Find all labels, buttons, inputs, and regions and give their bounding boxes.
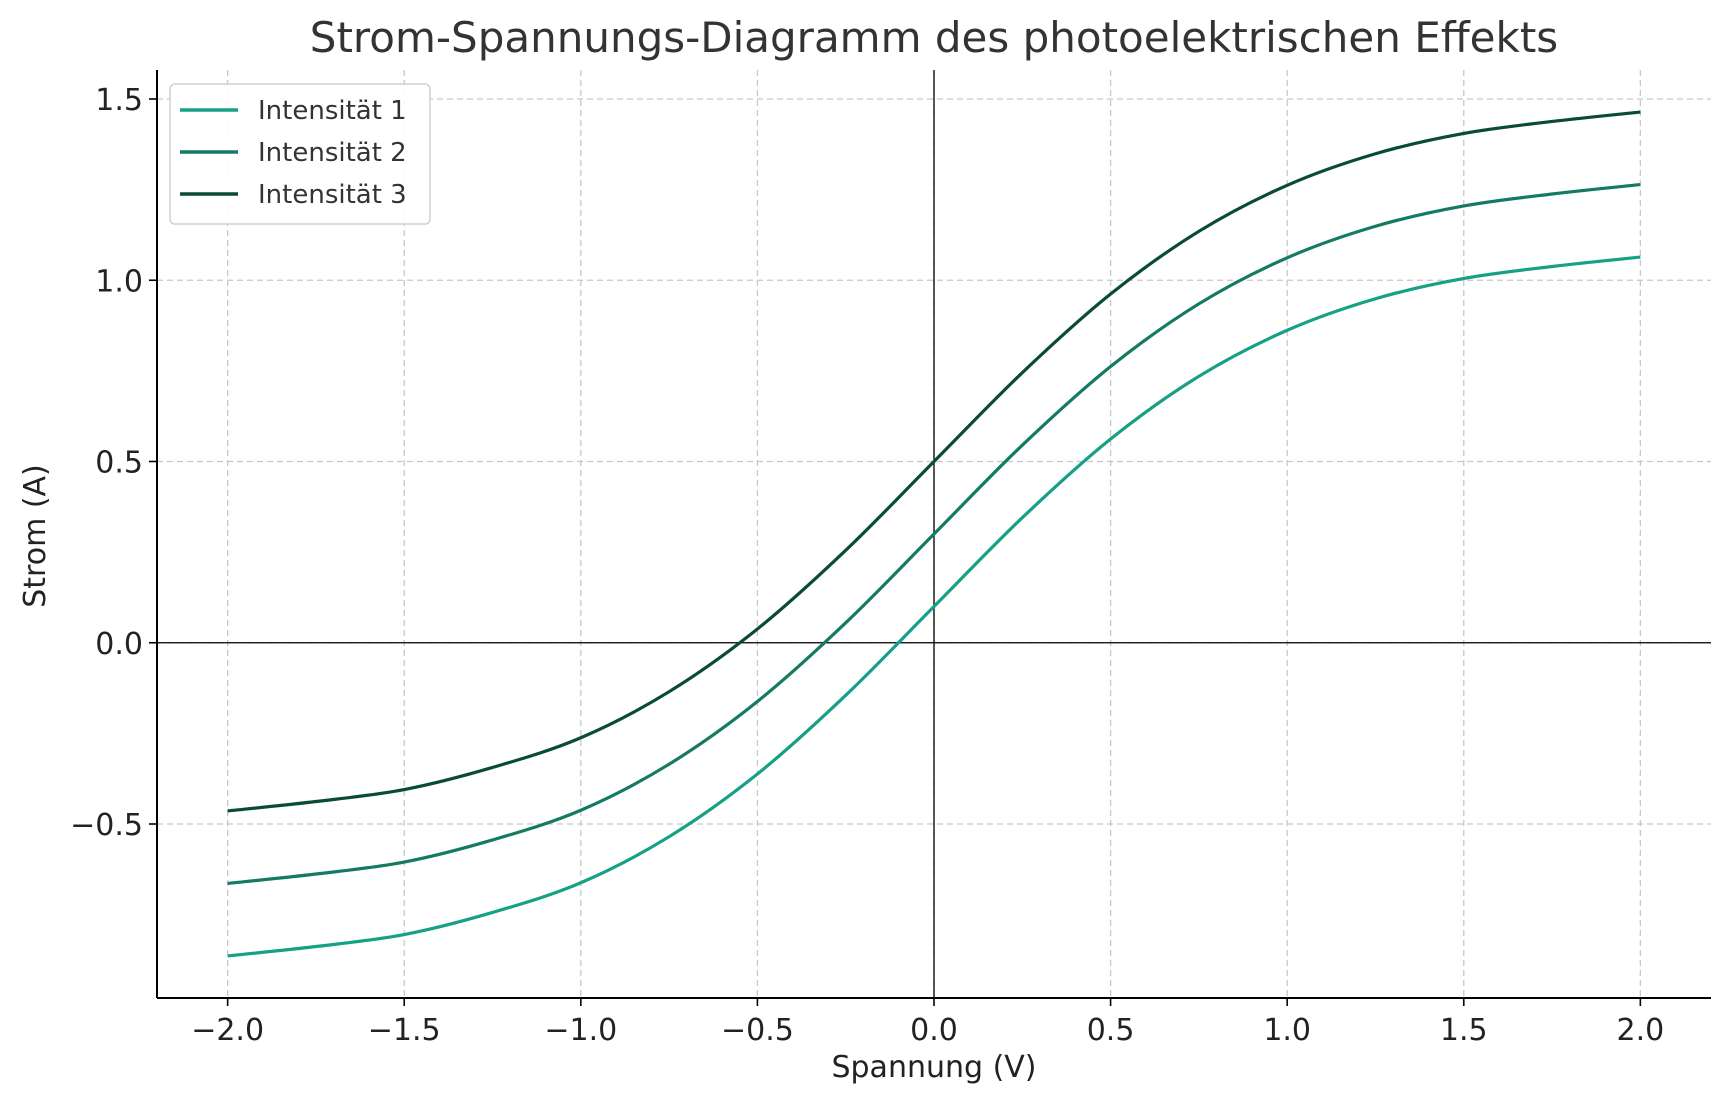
tick-layer: −2.0 −1.5 −1.0 −0.5 0.0 0.5 1.0 1.5 2.0 −0.5 0.0 0.… bbox=[70, 83, 1664, 1048]
legend-label: Intensität 2 bbox=[258, 138, 407, 168]
x-tick-label: 0.5 bbox=[1087, 1013, 1135, 1048]
y-tick-label: 1.0 bbox=[95, 264, 143, 299]
legend-label: Intensität 3 bbox=[258, 180, 407, 210]
legend-label: Intensität 1 bbox=[258, 96, 407, 126]
x-axis-label: Spannung (V) bbox=[831, 1050, 1036, 1085]
chart-title: Strom-Spannungs-Diagramm des photoelektr… bbox=[310, 13, 1558, 62]
x-tick-label: 0.0 bbox=[910, 1013, 958, 1048]
x-tick-label: 2.0 bbox=[1617, 1013, 1665, 1048]
x-tick-label: 1.5 bbox=[1440, 1013, 1488, 1048]
y-tick-label: 0.5 bbox=[95, 446, 143, 481]
x-tick-label: 1.0 bbox=[1263, 1013, 1311, 1048]
series-line-intensitaet-1 bbox=[227, 255, 1641, 958]
legend: Intensität 1 Intensität 2 Intensität 3 bbox=[169, 83, 431, 225]
y-tick-label: 0.0 bbox=[95, 627, 143, 662]
series-layer bbox=[227, 110, 1641, 958]
series-line-intensitaet-2 bbox=[227, 182, 1641, 886]
y-tick-label: −0.5 bbox=[70, 808, 143, 843]
x-tick-label: −1.5 bbox=[368, 1013, 441, 1048]
x-tick-label: −1.0 bbox=[544, 1013, 617, 1048]
series-line-intensitaet-3 bbox=[227, 110, 1641, 813]
y-axis-label: Strom (A) bbox=[18, 464, 53, 608]
x-tick-label: −0.5 bbox=[721, 1013, 794, 1048]
legend-frame bbox=[169, 83, 431, 225]
y-tick-label: 1.5 bbox=[95, 83, 143, 118]
x-tick-label: −2.0 bbox=[191, 1013, 264, 1048]
